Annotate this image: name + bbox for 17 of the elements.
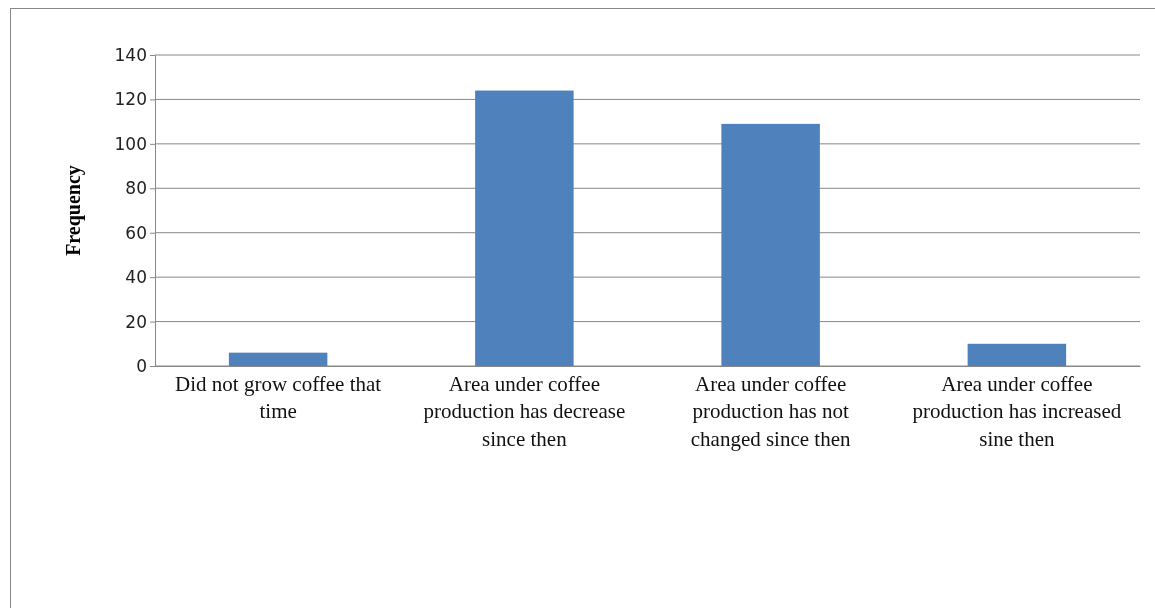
- bar: [721, 123, 820, 366]
- y-axis-title: Frequency: [62, 165, 85, 256]
- y-tick-label: 40: [125, 267, 147, 288]
- x-tick-label: Area under coffee production has increased sine then: [912, 371, 1122, 451]
- y-tick-label: 140: [114, 44, 147, 65]
- y-tick-label: 20: [125, 311, 147, 332]
- y-tick-label: 120: [114, 89, 147, 110]
- x-tick-label: Did not grow coffee that time: [175, 371, 382, 424]
- y-tick-label: 100: [114, 133, 147, 154]
- y-tick-label: 80: [125, 178, 147, 199]
- y-tick-label: 0: [136, 355, 147, 376]
- x-tick-label: Area under coffee production has decrease since then: [423, 371, 626, 451]
- x-tick-label: Area under coffee production has not changed since then: [690, 371, 851, 451]
- bar: [228, 352, 328, 366]
- y-tick-label: 60: [125, 222, 147, 243]
- bar: [967, 343, 1067, 366]
- bar: [475, 90, 574, 366]
